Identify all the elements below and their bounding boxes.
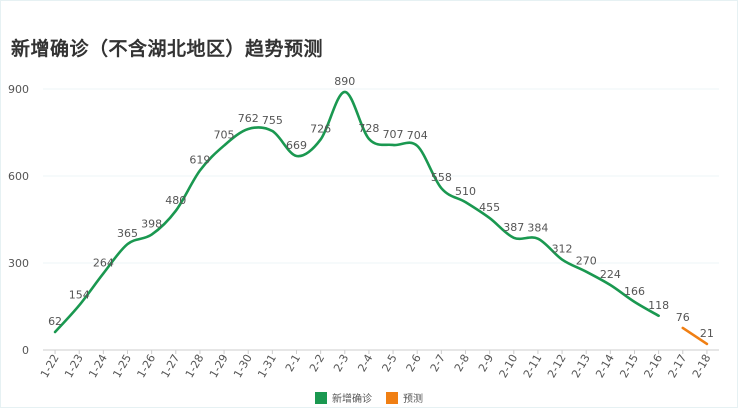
data-label: 669 [286,139,307,152]
x-tick-label: 1-31 [255,352,279,380]
data-label: 762 [238,112,259,125]
data-label: 558 [431,171,452,184]
x-tick-label: 1-26 [134,352,158,380]
x-tick-label: 2-11 [521,352,545,380]
legend-label-confirmed: 新增确诊 [332,394,372,405]
x-tick-label: 2-5 [379,352,399,374]
data-label: 365 [117,227,138,240]
x-tick-label: 2-2 [307,352,327,374]
x-tick-label: 2-1 [283,352,303,374]
data-label: 118 [648,299,669,312]
chart-title: 新增确诊（不含湖北地区）趋势预测 [11,38,324,60]
x-tick-label: 1-22 [38,352,62,380]
x-tick-label: 2-18 [690,352,714,380]
x-tick-label: 1-30 [231,352,255,380]
legend-label-forecast: 预测 [403,394,423,405]
x-tick-label: 2-14 [593,352,617,380]
legend-item-forecast[interactable]: 预测 [386,390,423,405]
x-tick-label: 2-3 [331,352,351,374]
x-tick-label: 2-8 [452,352,472,374]
y-tick-label: 0 [22,344,29,357]
x-tick-label: 1-25 [110,352,134,380]
data-label: 707 [383,128,404,141]
y-tick-label: 300 [8,257,29,270]
data-label: 264 [93,256,114,269]
legend-swatch-forecast [386,391,398,404]
data-label: 312 [552,243,573,256]
x-tick-label: 1-23 [62,352,86,380]
data-label: 480 [165,194,186,207]
data-label: 755 [262,114,283,127]
x-tick-label: 2-7 [428,352,448,374]
x-tick-label: 2-4 [355,352,375,374]
x-tick-label: 2-9 [476,352,496,374]
data-label: 398 [141,218,162,231]
data-label: 510 [455,185,476,198]
x-tick-label: 1-29 [207,352,231,380]
data-label: 166 [624,285,645,298]
x-tick-label: 2-15 [617,352,641,380]
data-label: 728 [358,122,379,135]
legend-item-confirmed[interactable]: 新增确诊 [315,390,372,405]
x-tick-label: 2-12 [545,352,569,380]
data-label: 76 [676,311,690,324]
x-tick-label: 2-10 [497,352,521,380]
data-label: 726 [310,122,331,135]
x-tick-label: 2-6 [404,352,424,374]
x-tick-label: 1-28 [183,352,207,380]
data-label: 455 [479,201,500,214]
x-tick-label: 2-17 [666,352,690,380]
x-tick-label: 2-16 [641,352,665,380]
data-label: 224 [600,268,621,281]
y-tick-label: 900 [8,83,29,96]
data-label: 387 [503,221,524,234]
x-tick-label: 2-13 [569,352,593,380]
data-label: 890 [334,75,355,88]
data-label: 384 [527,222,548,235]
data-label: 62 [48,315,62,328]
legend[interactable]: 新增确诊 预测 [1,390,737,405]
legend-swatch-confirmed [315,391,327,404]
x-tick-label: 1-24 [86,352,110,380]
data-label: 270 [576,255,597,268]
data-label: 154 [69,288,90,301]
data-label: 704 [407,129,428,142]
data-label: 619 [189,153,210,166]
y-tick-label: 600 [8,170,29,183]
series-line-confirmed [53,90,660,334]
series-line-forecast [681,326,709,346]
data-label: 705 [214,129,235,142]
x-tick-label: 1-27 [159,352,183,380]
data-label: 21 [700,327,714,340]
